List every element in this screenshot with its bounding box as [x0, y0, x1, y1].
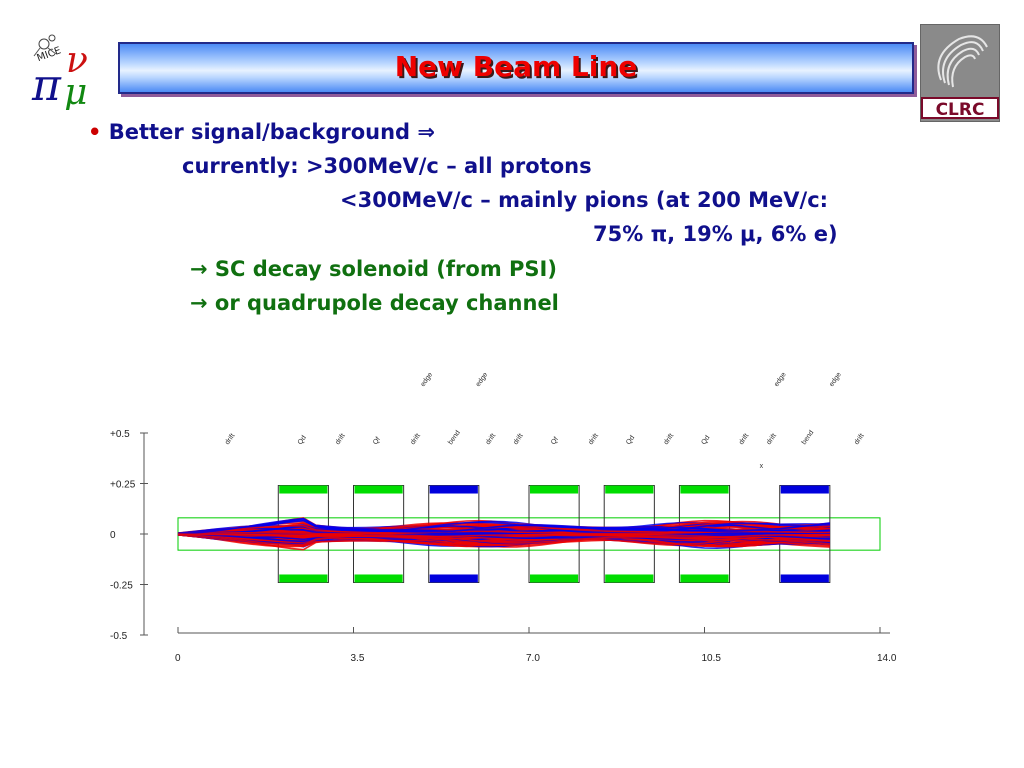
beam-trace	[177, 533, 830, 543]
bend-magnet-bottom	[780, 574, 829, 583]
clrc-logo: CLRC	[920, 24, 1000, 122]
clrc-swirl-icon	[937, 35, 988, 88]
element-label: drift	[738, 433, 750, 447]
element-label: edge	[420, 371, 435, 388]
bullet-main: • Better signal/background ⇒	[88, 120, 435, 144]
bend-magnet-top	[780, 485, 829, 494]
element-label: Qf	[550, 436, 560, 446]
bullet-line-2: <300MeV/c – mainly pions (at 200 MeV/c:	[340, 188, 829, 212]
element-label: bend	[801, 429, 816, 446]
element-label: edge	[828, 371, 843, 388]
option-1-text: SC decay solenoid (from PSI)	[214, 257, 557, 281]
bullet-line-3: 75% π, 19% μ, 6% e)	[593, 222, 838, 246]
clrc-label: CLRC	[921, 97, 999, 120]
element-label: Qf	[372, 436, 382, 446]
quad-magnet-bottom	[530, 574, 579, 583]
option-2: → or quadrupole decay channel	[190, 291, 559, 315]
right-arrow-icon: →	[190, 257, 208, 281]
quad-magnet-bottom	[605, 574, 654, 583]
implies-arrow-icon: ⇒	[417, 120, 435, 144]
beam-trace	[177, 521, 830, 534]
svg-text:ν: ν	[66, 40, 88, 81]
element-label: drift	[410, 433, 422, 447]
x-tick-label: 3.5	[351, 653, 365, 664]
element-label: drift	[853, 433, 865, 447]
svg-text:π: π	[31, 60, 62, 110]
element-label: drift	[334, 433, 346, 447]
y-tick-label: +0.5	[110, 429, 130, 440]
element-label: Qd	[625, 434, 636, 446]
quad-magnet-top	[279, 485, 328, 494]
quad-magnet-top	[680, 485, 729, 494]
y-tick-label: 0	[110, 530, 116, 541]
x-tick-label: 0	[175, 653, 181, 664]
beam-envelope-chart: +0.5 +0.25 0 -0.25 -0.5 0 3.5 7.0 10.5 14.0 drift…	[110, 371, 897, 664]
element-label: bend	[447, 429, 462, 446]
element-label: drift	[485, 433, 497, 447]
mice-logo: π ν μ MICE	[31, 34, 88, 110]
beam-trace	[177, 517, 831, 535]
x-tick-label: 14.0	[877, 653, 897, 664]
beam-trace	[177, 533, 830, 541]
element-label: drift	[663, 433, 675, 447]
chart-axes: +0.5 +0.25 0 -0.25 -0.5 0 3.5 7.0 10.5 14.0	[110, 429, 897, 664]
quad-magnet-bottom	[279, 574, 328, 583]
element-label: Qd	[700, 434, 711, 446]
beam-trace	[177, 533, 830, 539]
element-labels: drift Qd drift Qf drift edge bend edge drift drif…	[224, 371, 866, 470]
element-label: drift	[766, 433, 778, 447]
quad-magnet-bottom	[354, 574, 403, 583]
element-label: edge	[773, 371, 788, 388]
x-tick-label: 7.0	[526, 653, 540, 664]
bullet-main-text: Better signal/background	[108, 120, 411, 144]
element-label: drift	[512, 433, 524, 447]
marker-label: x	[760, 463, 764, 470]
quad-magnet-top	[605, 485, 654, 494]
element-label: Qd	[297, 434, 308, 446]
bend-magnet-bottom	[429, 574, 478, 583]
y-tick-label: -0.5	[110, 631, 128, 642]
quad-magnet-top	[354, 485, 403, 494]
element-label: drift	[588, 433, 600, 447]
bullet-line-1: currently: >300MeV/c – all protons	[182, 154, 592, 178]
bullet-dot-icon: •	[88, 120, 102, 144]
slide-title: New Beam Line	[394, 50, 638, 83]
right-arrow-icon: →	[190, 291, 208, 315]
bend-magnet-top	[429, 485, 478, 494]
svg-text:μ: μ	[64, 72, 87, 110]
y-tick-label: -0.25	[110, 581, 133, 592]
element-label: edge	[475, 371, 490, 388]
quad-magnet-bottom	[680, 574, 729, 583]
x-tick-label: 10.5	[702, 653, 722, 664]
quad-magnet-top	[530, 485, 579, 494]
option-2-text: or quadrupole decay channel	[214, 291, 559, 315]
title-bar: New Beam Line	[118, 42, 914, 94]
element-label: drift	[224, 433, 236, 447]
y-tick-label: +0.25	[110, 480, 136, 491]
option-1: → SC decay solenoid (from PSI)	[190, 257, 557, 281]
beam-traces	[177, 517, 831, 551]
